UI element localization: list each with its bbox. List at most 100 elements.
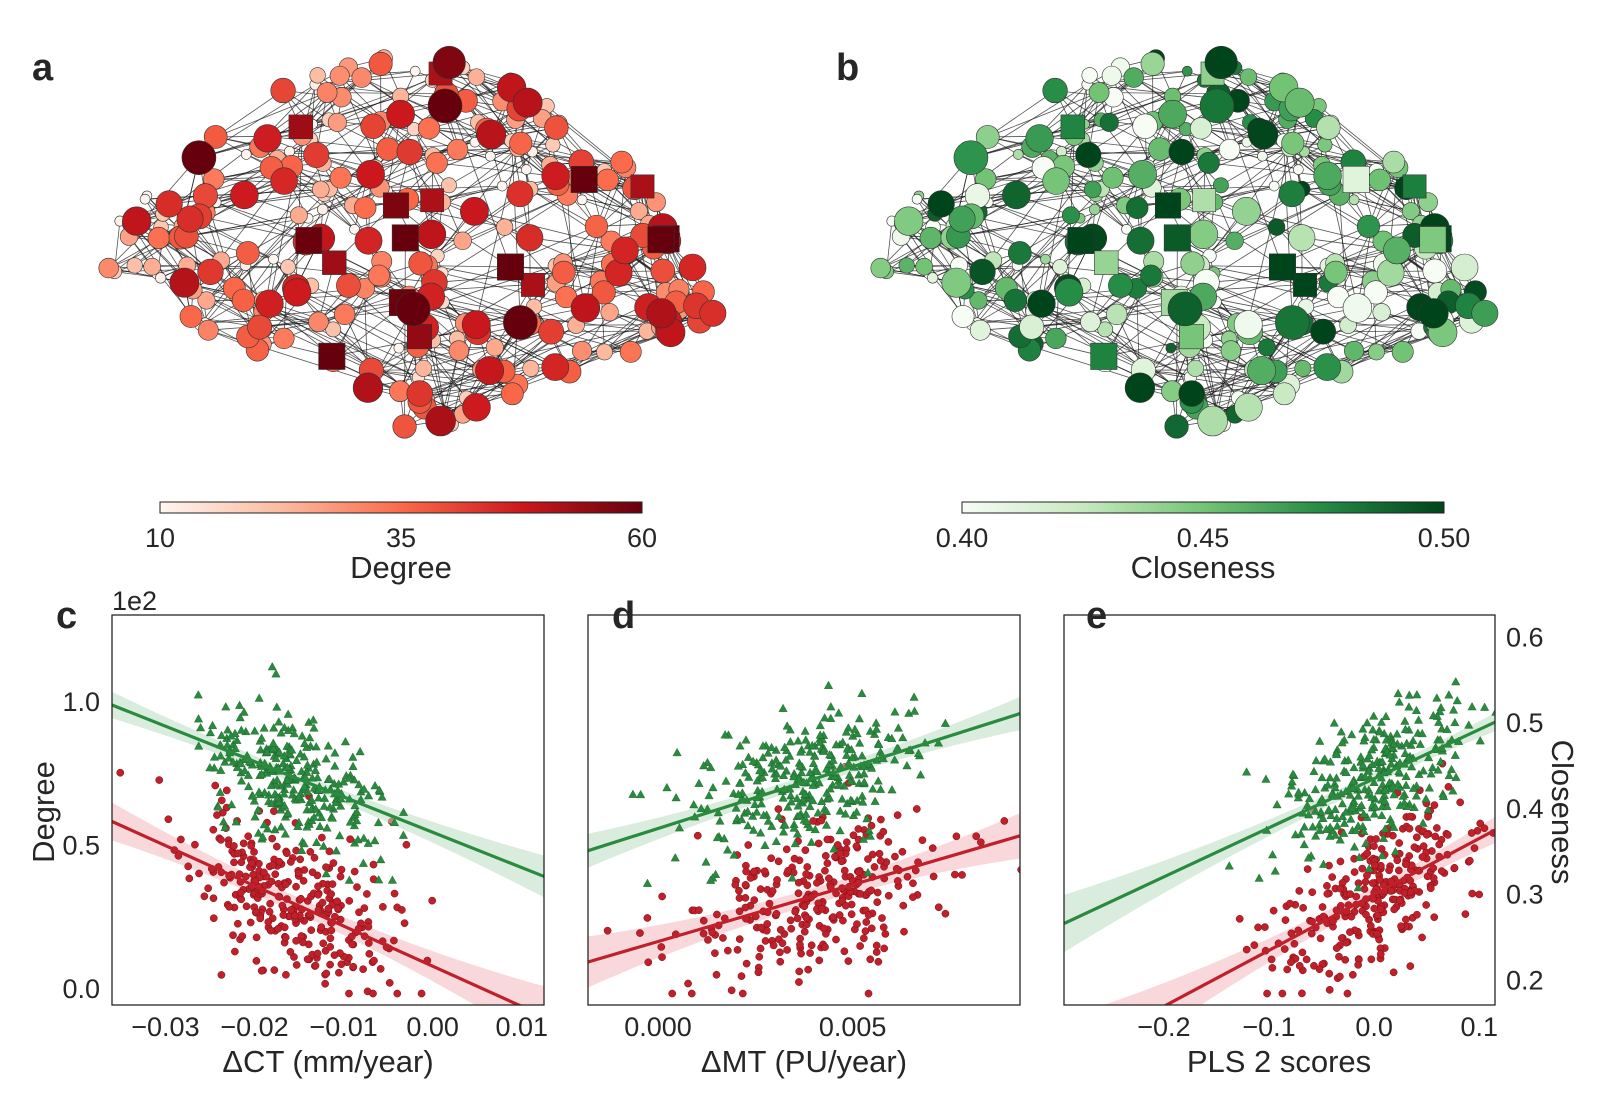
- closeness-point: [320, 793, 330, 802]
- degree-point: [1315, 965, 1324, 974]
- degree-point: [836, 849, 845, 858]
- network-node: [1310, 318, 1337, 345]
- network-edge: [361, 77, 492, 141]
- closeness-point: [821, 820, 832, 829]
- network-node: [969, 258, 996, 285]
- closeness-point: [1446, 764, 1457, 773]
- closeness-point: [297, 845, 307, 854]
- closeness-point: [1351, 825, 1361, 835]
- closeness-point: [858, 834, 868, 843]
- degree-point: [756, 885, 765, 893]
- closeness-point: [305, 732, 315, 742]
- degree-point: [876, 856, 885, 865]
- network-edge: [216, 202, 307, 243]
- closeness-point: [322, 823, 332, 832]
- degree-point: [248, 859, 256, 868]
- network-node: [600, 303, 619, 322]
- closeness-point: [1398, 791, 1408, 800]
- closeness-point: [1404, 702, 1414, 711]
- closeness-point: [778, 793, 788, 802]
- network-node: [1126, 196, 1149, 219]
- closeness-point: [820, 713, 830, 722]
- degree-point: [1418, 853, 1427, 861]
- closeness-point: [699, 761, 709, 770]
- degree-point: [292, 936, 300, 945]
- network-node: [552, 260, 576, 285]
- closeness-point: [283, 808, 293, 817]
- closeness-point: [1325, 773, 1335, 782]
- closeness-point: [259, 820, 269, 829]
- degree-point: [713, 910, 721, 919]
- degree-point: [336, 872, 345, 881]
- degree-point: [237, 895, 246, 904]
- degree-point: [1363, 871, 1371, 880]
- network-node: [610, 150, 634, 174]
- closeness-point: [216, 751, 226, 760]
- closeness-point: [208, 720, 218, 729]
- degree-point: [872, 941, 881, 950]
- degree-point: [839, 916, 847, 925]
- closeness-point: [1377, 810, 1387, 819]
- degree-point: [864, 989, 873, 998]
- network-node-square: [288, 114, 314, 140]
- network-node: [1284, 87, 1315, 118]
- closeness-point: [309, 812, 319, 821]
- closeness-point: [715, 816, 725, 825]
- closeness-point: [818, 746, 829, 755]
- network-edge: [1206, 282, 1291, 314]
- network-node: [1181, 65, 1193, 77]
- network-node: [1267, 218, 1286, 236]
- network-node: [1165, 342, 1177, 354]
- closeness-point: [759, 810, 769, 819]
- degree-point: [345, 897, 354, 905]
- closeness-point: [852, 795, 862, 805]
- degree-point: [1373, 929, 1382, 938]
- closeness-point: [1381, 711, 1391, 721]
- degree-point: [765, 899, 774, 908]
- closeness-point: [780, 820, 790, 829]
- degree-point: [275, 857, 284, 866]
- degree-point: [840, 947, 849, 956]
- degree-point: [1336, 857, 1345, 866]
- closeness-point: [268, 743, 279, 753]
- closeness-point: [352, 807, 362, 816]
- closeness-point: [862, 814, 872, 823]
- network-node: [333, 303, 356, 326]
- x-tick-label: 0.000: [624, 1012, 692, 1042]
- degree-point: [875, 849, 884, 858]
- network-edge: [1341, 312, 1382, 372]
- closeness-point: [235, 700, 245, 709]
- network-node: [1190, 117, 1213, 140]
- closeness-point: [1272, 799, 1282, 809]
- closeness-point: [235, 712, 245, 722]
- degree-point: [155, 776, 164, 784]
- network-node: [1233, 310, 1263, 340]
- closeness-point: [1444, 770, 1454, 780]
- closeness-point: [312, 757, 322, 766]
- closeness-point: [858, 761, 868, 771]
- closeness-point: [302, 760, 313, 769]
- network-node: [155, 272, 167, 284]
- degree-point: [782, 845, 791, 854]
- network-edge: [557, 184, 586, 309]
- closeness-point: [1401, 780, 1411, 789]
- closeness-point: [845, 776, 855, 785]
- network-node: [1234, 393, 1263, 422]
- degree-point: [859, 934, 868, 943]
- degree-point: [1250, 941, 1259, 949]
- degree-point: [360, 904, 369, 912]
- network-node: [386, 99, 415, 129]
- network-node: [1199, 88, 1235, 124]
- degree-point: [742, 867, 750, 876]
- degree-point: [270, 966, 279, 974]
- closeness-point: [319, 841, 329, 850]
- degree-point: [1412, 833, 1421, 842]
- degree-point: [1424, 812, 1432, 821]
- closeness-point: [373, 817, 383, 827]
- closeness-point: [364, 791, 374, 800]
- network-node: [1368, 168, 1391, 192]
- network-node: [1186, 359, 1205, 377]
- network-edge: [234, 188, 330, 289]
- degree-point: [879, 923, 888, 932]
- network-edge: [205, 188, 330, 197]
